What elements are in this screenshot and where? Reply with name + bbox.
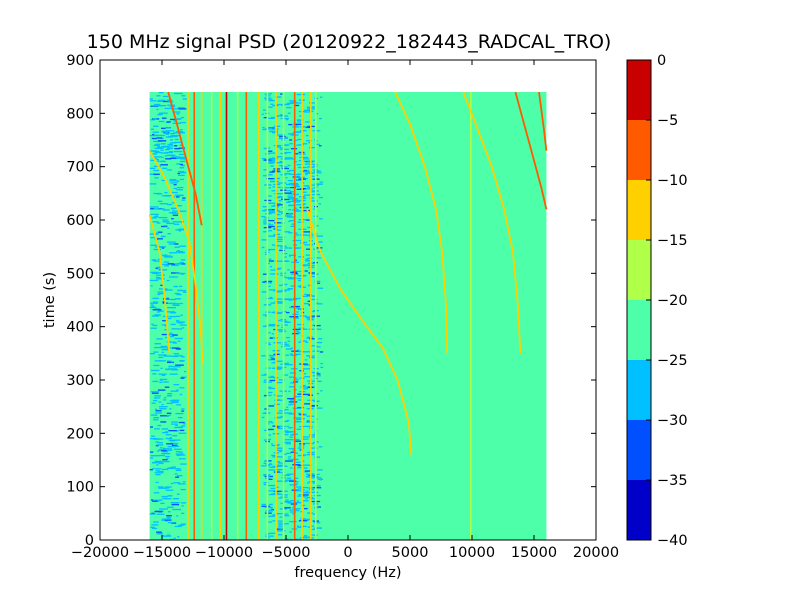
y-tick-label: 0	[85, 533, 94, 549]
drifting-signal-trace	[538, 91, 548, 151]
plot-area	[99, 59, 597, 541]
colorbar-level	[627, 480, 651, 540]
x-tick-label: −20000	[71, 545, 129, 561]
colorbar-tick-label: −25	[657, 353, 688, 369]
drifting-signal-trace	[462, 91, 522, 354]
colorbar-tick-label: 0	[657, 53, 666, 69]
colorbar-tick-label: −10	[657, 173, 688, 189]
drifting-signal-trace	[148, 150, 204, 365]
colorbar-level	[627, 300, 651, 360]
drifting-signal-trace	[394, 91, 449, 354]
x-tick-label: 15000	[511, 545, 557, 561]
y-tick-label: 900	[66, 53, 94, 69]
colorbar-level	[627, 180, 651, 240]
colorbar-level	[627, 120, 651, 180]
x-axis-label: frequency (Hz)	[294, 565, 401, 581]
x-tick-label: −10000	[195, 545, 253, 561]
colorbar-level	[627, 360, 651, 420]
colorbar-tick-label: −20	[657, 293, 688, 309]
y-axis-label: time (s)	[42, 272, 58, 328]
x-tick-label: 0	[343, 545, 352, 561]
colorbar-tick-label: −15	[657, 233, 688, 249]
y-tick-label: 100	[66, 480, 94, 496]
x-tick-label: 10000	[449, 545, 495, 561]
colorbar-tick-label: −40	[657, 533, 688, 549]
psd-background	[149, 92, 547, 540]
y-tick-label: 500	[66, 266, 94, 282]
colorbar: 0 −5 −10 −15 −20 −25 −30 −35 −40	[626, 53, 688, 549]
y-tick-label: 200	[66, 426, 94, 442]
y-tick-label: 700	[66, 160, 94, 176]
colorbar-tick-label: −35	[657, 473, 688, 489]
noise-band	[149, 92, 187, 540]
y-tick-label: 600	[66, 213, 94, 229]
colorbar-level	[627, 240, 651, 300]
colorbar-level	[627, 60, 651, 120]
psd-heatmap	[148, 91, 548, 540]
drifting-signal-trace	[167, 91, 203, 226]
drifting-signal-trace	[514, 91, 548, 210]
colorbar-tick-label: −5	[657, 113, 678, 129]
x-tick-label: −5000	[261, 545, 310, 561]
chart-title: 150 MHz signal PSD (20120922_182443_RADC…	[87, 31, 612, 53]
x-tick-label: −15000	[133, 545, 191, 561]
y-tick-label: 400	[66, 320, 94, 336]
x-tick-label: 20000	[573, 545, 619, 561]
colorbar-tick-label: −30	[657, 413, 688, 429]
x-tick-label: 5000	[392, 545, 429, 561]
y-tick-label: 300	[66, 373, 94, 389]
x-axis: −20000 −15000 −10000 −5000 0 5000 10000 15000 20…	[71, 60, 619, 561]
drifting-signal-trace	[306, 209, 413, 455]
y-tick-label: 800	[66, 106, 94, 122]
drifting-signal-trace	[148, 214, 171, 354]
y-axis: 0 100 200 300 400 500 600 700 800 900	[66, 53, 596, 549]
colorbar-level	[627, 420, 651, 480]
